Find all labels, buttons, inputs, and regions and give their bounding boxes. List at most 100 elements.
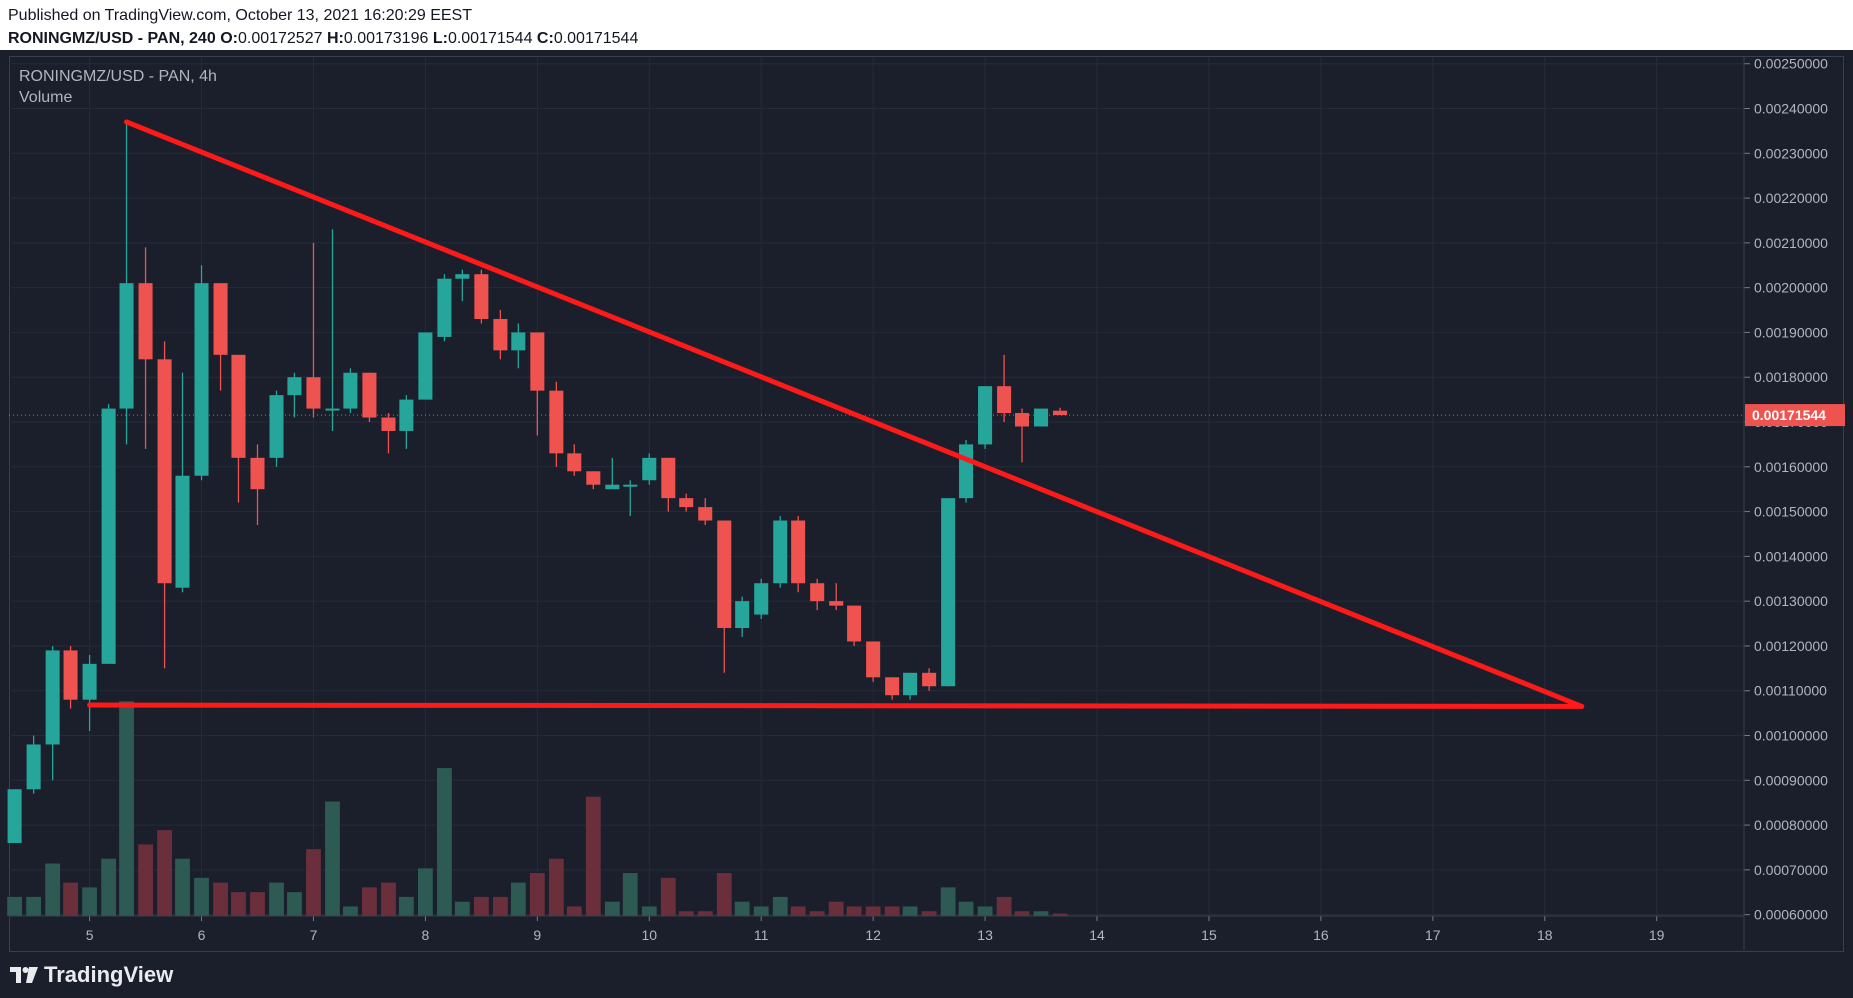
candle-body	[455, 274, 470, 279]
y-tick-label: 0.00140000	[1754, 548, 1828, 564]
volume-bar	[566, 906, 582, 916]
volume-bar	[82, 887, 97, 916]
candle	[157, 341, 172, 669]
candle	[642, 453, 657, 485]
candle-body	[511, 332, 526, 351]
publish-header: Published on TradingView.com, October 13…	[0, 0, 1853, 50]
candle	[866, 641, 881, 682]
x-tick-label: 16	[1313, 927, 1329, 943]
candle	[605, 457, 620, 490]
volume-bar	[548, 858, 564, 916]
high-label: H:	[326, 30, 344, 47]
candle-body	[269, 395, 284, 458]
candle	[287, 372, 302, 418]
high-value: 0.00173196	[343, 30, 429, 47]
volume-bar	[101, 858, 117, 916]
candle	[325, 229, 340, 431]
candle-body	[343, 372, 358, 409]
x-tick-label: 17	[1425, 927, 1441, 943]
candle-body	[437, 278, 452, 337]
y-tick-label: 0.00160000	[1754, 459, 1828, 475]
candle	[567, 444, 582, 476]
volume-bar	[1052, 913, 1068, 916]
candle-body	[866, 641, 881, 678]
volume-bar	[250, 892, 265, 916]
candle	[101, 404, 116, 664]
candle	[717, 520, 732, 673]
candle	[231, 354, 246, 503]
candle	[399, 395, 414, 449]
tradingview-logo[interactable]: TradingView	[10, 962, 173, 988]
candle-body	[941, 498, 956, 687]
volume-bar	[157, 830, 172, 916]
volume-bar	[213, 882, 228, 916]
chart-frame[interactable]	[9, 56, 1844, 952]
volume-bar	[697, 911, 713, 916]
volume-bar	[119, 701, 134, 916]
candle	[63, 645, 78, 709]
candle-body	[679, 498, 694, 508]
candle-body	[231, 354, 246, 458]
volume-bar	[287, 892, 302, 916]
candle-body	[381, 417, 396, 431]
open-label: O:	[220, 30, 238, 47]
y-tick-label: 0.00060000	[1754, 907, 1828, 923]
candle-body	[157, 359, 172, 584]
candle-body	[959, 444, 974, 499]
y-tick-label: 0.00080000	[1754, 817, 1828, 833]
candle-body	[250, 457, 265, 490]
last-price-label-bg	[1745, 404, 1845, 427]
candle-body	[1034, 408, 1049, 427]
candle-body	[82, 663, 97, 700]
candle	[82, 654, 97, 732]
candle	[418, 332, 433, 400]
candle	[362, 372, 377, 423]
volume-bar	[138, 844, 153, 916]
y-tick-label: 0.00150000	[1754, 504, 1828, 520]
y-tick-label: 0.00070000	[1754, 862, 1828, 878]
candle	[549, 381, 564, 467]
trendline	[124, 119, 1585, 709]
volume-bar	[381, 882, 396, 916]
y-tick-label: 0.00240000	[1754, 101, 1828, 117]
volume-bar	[1033, 911, 1049, 916]
candle-body	[791, 520, 806, 584]
volume-layer	[7, 701, 1068, 916]
volume-bar	[716, 873, 732, 916]
y-tick-label: 0.00120000	[1754, 638, 1828, 654]
low-label: L:	[432, 30, 448, 47]
candle-body	[754, 583, 769, 615]
volume-bar	[921, 911, 937, 916]
y-tick-label: 0.00180000	[1754, 369, 1828, 385]
candle-body	[810, 583, 825, 602]
y-tick-label: 0.00110000	[1754, 683, 1827, 699]
candle-body	[903, 672, 918, 696]
published-text: Published on TradingView.com, October 13…	[8, 7, 472, 24]
volume-bar	[269, 882, 284, 916]
y-tick-label: 0.00200000	[1754, 280, 1828, 296]
y-tick-label: 0.00230000	[1754, 145, 1828, 161]
volume-bar	[7, 896, 22, 916]
candle	[306, 242, 321, 418]
volume-bar	[940, 887, 956, 916]
x-tick-label: 10	[641, 927, 657, 943]
volume-bar	[175, 858, 190, 916]
volume-bar	[418, 868, 433, 916]
y-tick-label: 0.00130000	[1754, 593, 1828, 609]
candle-body	[45, 650, 60, 745]
x-tick-label: 11	[754, 927, 769, 943]
candle	[437, 274, 452, 342]
x-tick-label: 9	[533, 927, 541, 943]
candle-body	[773, 520, 788, 584]
candle	[847, 605, 862, 646]
candle	[698, 498, 713, 526]
last-price-label: 0.00171544	[1752, 407, 1826, 423]
volume-bar	[846, 906, 862, 916]
candle-body	[847, 605, 862, 642]
x-tick-label: 6	[198, 927, 206, 943]
candle-body	[1014, 413, 1030, 427]
candle	[511, 323, 526, 369]
candle	[474, 269, 489, 324]
volume-bar	[26, 896, 42, 916]
